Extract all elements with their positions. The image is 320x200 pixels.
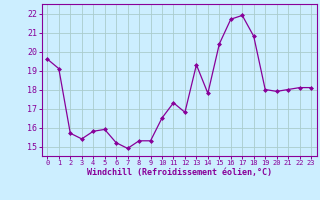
X-axis label: Windchill (Refroidissement éolien,°C): Windchill (Refroidissement éolien,°C) — [87, 168, 272, 177]
